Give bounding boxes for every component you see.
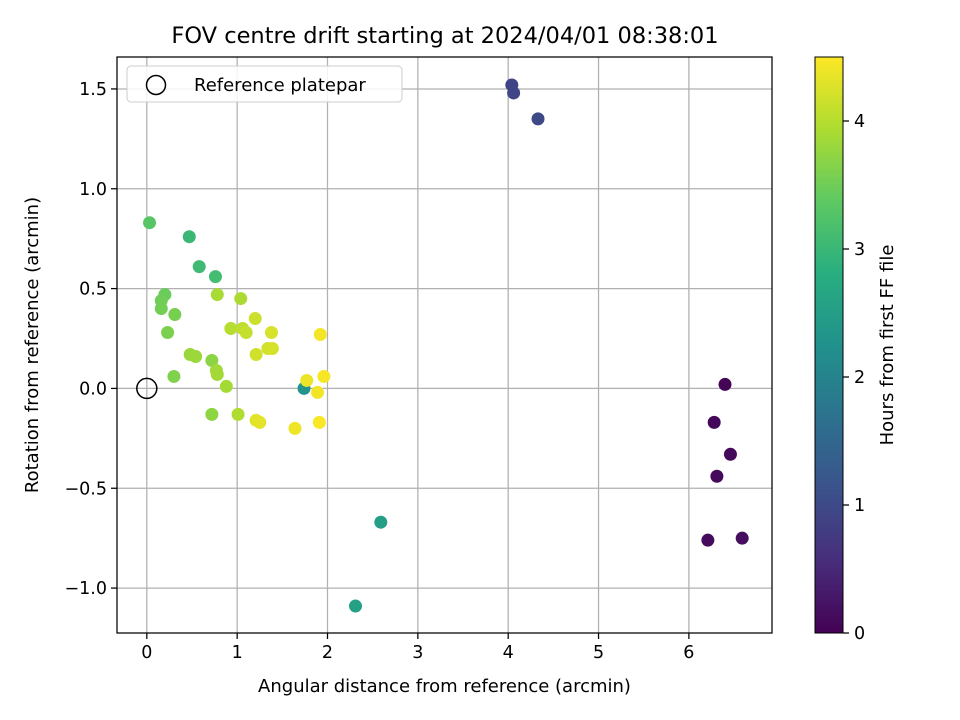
y-tick-label: 0.0 — [79, 379, 107, 399]
data-point — [718, 377, 732, 391]
data-point — [161, 326, 175, 340]
data-point — [723, 447, 737, 461]
data-point — [231, 407, 245, 421]
y-tick-label: −1.0 — [65, 579, 108, 599]
data-point — [710, 469, 724, 483]
chart-title: FOV centre drift starting at 2024/04/01 … — [171, 23, 718, 49]
legend: Reference platepar — [126, 65, 403, 103]
data-point — [249, 347, 263, 361]
data-point — [210, 367, 224, 381]
y-tick-label: −0.5 — [65, 479, 108, 499]
data-point — [168, 308, 182, 322]
colorbar-label: Hours from first FF file — [877, 245, 898, 446]
data-point — [300, 373, 314, 387]
plot-frame — [116, 56, 773, 634]
data-point — [154, 302, 168, 316]
x-tick-label: 0 — [141, 643, 152, 663]
colorbar-tick-label: 0 — [854, 624, 865, 644]
x-tick-label: 5 — [593, 643, 604, 663]
x-tick-label: 1 — [232, 643, 243, 663]
data-point — [313, 328, 327, 342]
x-tick-label: 4 — [503, 643, 514, 663]
colorbar-tick-label: 1 — [854, 496, 865, 516]
colorbar: 0 1 2 3 4 Hours from first FF file — [814, 56, 898, 644]
data-point — [312, 415, 326, 429]
legend-marker — [145, 74, 167, 96]
data-point — [374, 515, 388, 529]
reference-marker — [136, 377, 158, 400]
data-point — [264, 326, 278, 340]
data-point — [205, 407, 219, 421]
data-point — [239, 326, 253, 340]
scatter-points — [143, 78, 749, 613]
data-point — [248, 312, 262, 326]
colorbar-tick-label: 3 — [854, 240, 865, 260]
x-tick-label: 6 — [683, 643, 694, 663]
data-point — [507, 86, 521, 100]
colorbar-ticks: 0 1 2 3 4 — [843, 112, 865, 644]
data-point — [531, 112, 545, 126]
data-point — [189, 349, 203, 363]
colorbar-tick-label: 4 — [854, 112, 865, 132]
data-point — [143, 216, 157, 230]
legend-box — [126, 65, 403, 103]
data-point — [707, 415, 721, 429]
data-point — [265, 341, 279, 355]
y-axis-ticks: −1.0 −0.5 0.0 0.5 1.0 1.5 — [65, 80, 117, 599]
data-point — [311, 385, 325, 399]
colorbar-tick-label: 2 — [854, 368, 865, 388]
colorbar-gradient — [814, 56, 844, 634]
legend-label: Reference platepar — [194, 75, 366, 96]
y-tick-label: 1.0 — [79, 180, 107, 200]
x-axis-ticks: 0 1 2 3 4 5 6 — [141, 633, 694, 663]
data-point — [224, 322, 238, 336]
data-point — [288, 421, 302, 435]
data-point — [219, 379, 233, 393]
data-point — [208, 270, 222, 284]
grid — [117, 57, 772, 633]
x-axis-label: Angular distance from reference (arcmin) — [258, 676, 631, 697]
data-point — [234, 292, 248, 306]
data-point — [210, 288, 224, 302]
y-tick-label: 1.5 — [79, 80, 107, 100]
reference-point — [136, 377, 158, 400]
y-tick-label: 0.5 — [79, 280, 107, 300]
x-tick-label: 3 — [412, 643, 423, 663]
data-point — [182, 230, 196, 244]
data-point — [253, 415, 267, 429]
data-point — [735, 531, 749, 545]
data-point — [192, 260, 206, 274]
x-tick-label: 2 — [322, 643, 333, 663]
data-point — [317, 369, 331, 383]
y-axis-label: Rotation from reference (arcmin) — [22, 197, 43, 493]
data-point — [205, 353, 219, 367]
data-point — [701, 533, 715, 547]
data-point — [349, 599, 363, 613]
data-point — [167, 369, 181, 383]
